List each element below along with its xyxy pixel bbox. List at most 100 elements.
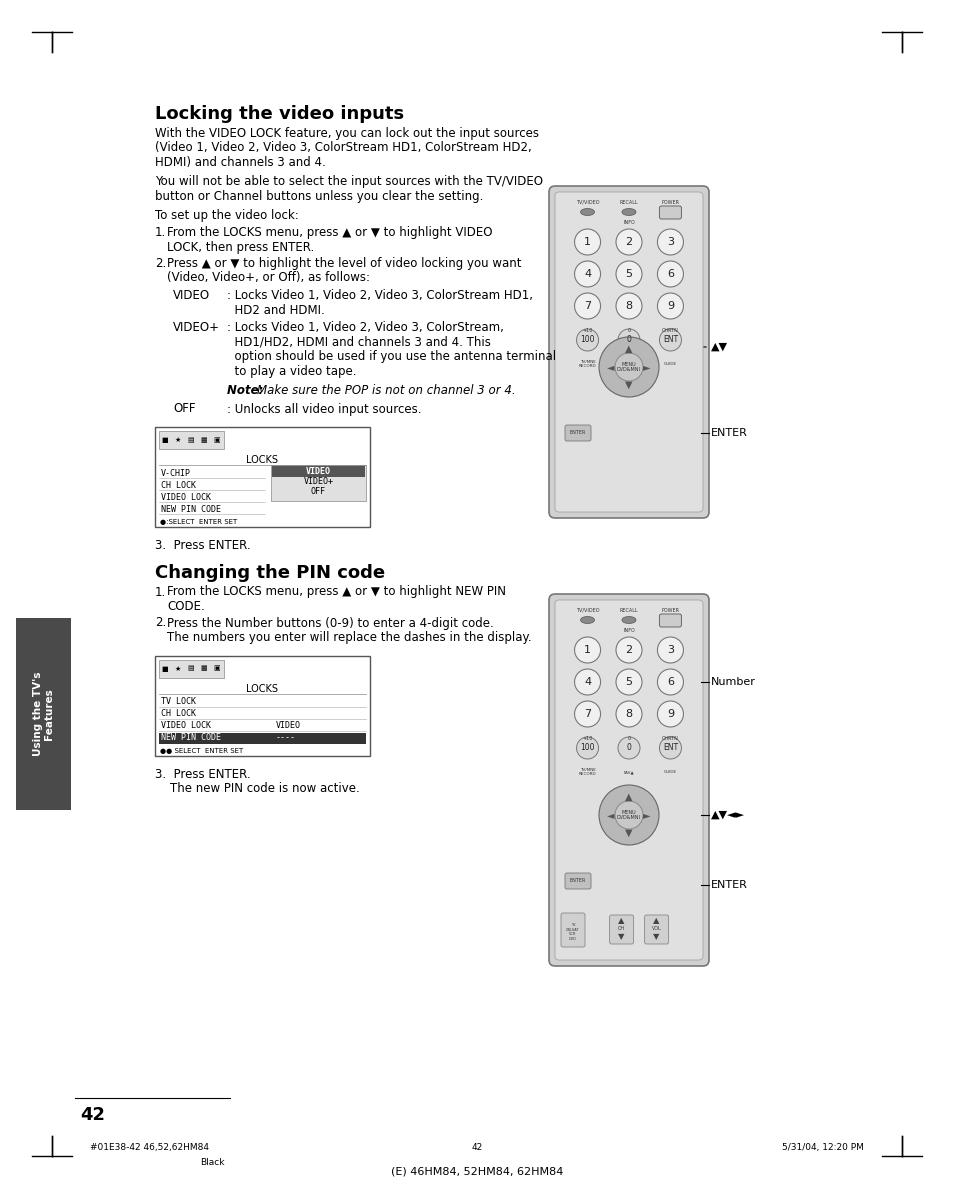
Text: ▲: ▲ (653, 916, 659, 925)
Ellipse shape (621, 209, 636, 215)
Text: 3: 3 (666, 645, 673, 655)
Text: #01E38-42 46,52,62HM84: #01E38-42 46,52,62HM84 (90, 1143, 209, 1152)
FancyBboxPatch shape (609, 915, 633, 944)
Text: 7: 7 (583, 301, 591, 311)
Circle shape (657, 701, 682, 727)
Bar (16, 618, 71, 810)
Text: TV/VIDEO: TV/VIDEO (576, 200, 598, 204)
Text: ▲: ▲ (618, 916, 624, 925)
Text: Using the TV's
Features: Using the TV's Features (32, 671, 54, 757)
Text: TV/MNE
RECORD: TV/MNE RECORD (578, 360, 596, 368)
Text: TV
CBLSAT
VCR
DVD: TV CBLSAT VCR DVD (566, 923, 579, 941)
Circle shape (659, 737, 680, 759)
Text: TV/VIDEO: TV/VIDEO (576, 607, 598, 613)
Circle shape (574, 293, 600, 320)
Text: VIDEO: VIDEO (275, 721, 300, 729)
Circle shape (574, 637, 600, 663)
Circle shape (574, 669, 600, 695)
Text: ▲▼◄►: ▲▼◄► (710, 810, 744, 820)
Text: 8: 8 (625, 709, 632, 719)
Text: ▲: ▲ (624, 345, 632, 354)
Text: 4: 4 (583, 268, 591, 279)
Text: OFF: OFF (311, 487, 326, 497)
Text: : Locks Video 1, Video 2, Video 3, ColorStream,: : Locks Video 1, Video 2, Video 3, Color… (227, 321, 503, 334)
Text: Note:: Note: (227, 384, 267, 397)
Text: CH LOCK: CH LOCK (161, 480, 195, 489)
Text: ◄: ◄ (607, 362, 614, 372)
Text: ●:SELECT  ENTER SET: ●:SELECT ENTER SET (160, 519, 237, 525)
Text: (E) 46HM84, 52HM84, 62HM84: (E) 46HM84, 52HM84, 62HM84 (391, 1165, 562, 1176)
Text: ●● SELECT  ENTER SET: ●● SELECT ENTER SET (160, 747, 243, 753)
Text: VIDEO+: VIDEO+ (303, 478, 333, 487)
Text: FAV▲: FAV▲ (623, 770, 634, 775)
Circle shape (598, 337, 659, 397)
Ellipse shape (580, 617, 594, 624)
Text: TV LOCK: TV LOCK (161, 697, 195, 706)
Text: 2: 2 (625, 645, 632, 655)
Text: ★: ★ (174, 437, 181, 443)
Text: From the LOCKS menu, press ▲ or ▼ to highlight VIDEO: From the LOCKS menu, press ▲ or ▼ to hig… (167, 226, 492, 239)
Text: ◄: ◄ (607, 810, 614, 820)
Text: 0: 0 (626, 744, 631, 752)
Circle shape (657, 637, 682, 663)
Circle shape (618, 737, 639, 759)
Bar (159, 431, 224, 449)
Text: POWER: POWER (660, 607, 679, 613)
Text: POWER: POWER (660, 200, 679, 204)
Text: ▣: ▣ (213, 437, 220, 443)
Text: VOL: VOL (651, 927, 660, 931)
Circle shape (616, 701, 641, 727)
Text: OFF: OFF (172, 403, 195, 416)
Text: ▲▼: ▲▼ (710, 342, 727, 352)
Text: ----: ---- (275, 733, 295, 742)
Text: Black: Black (200, 1158, 224, 1167)
Text: 3.  Press ENTER.: 3. Press ENTER. (154, 767, 251, 781)
Text: 8: 8 (625, 301, 632, 311)
Text: 4: 4 (583, 677, 591, 687)
Text: +10: +10 (581, 735, 592, 740)
Text: 5: 5 (625, 268, 632, 279)
Text: ▣: ▣ (213, 665, 220, 671)
Text: 2: 2 (625, 236, 632, 247)
Text: option should be used if you use the antenna terminal: option should be used if you use the ant… (227, 350, 556, 364)
Circle shape (615, 353, 642, 381)
Text: 0: 0 (627, 735, 630, 740)
Text: GUIDE: GUIDE (663, 770, 677, 775)
Text: ENTER: ENTER (569, 430, 585, 436)
Text: 2.: 2. (154, 257, 166, 270)
Text: 6: 6 (666, 677, 673, 687)
Text: 1: 1 (583, 645, 591, 655)
Text: LOCKS: LOCKS (246, 455, 278, 465)
Text: ENTER: ENTER (710, 880, 747, 890)
Text: 6: 6 (666, 268, 673, 279)
Text: ■: ■ (161, 665, 168, 671)
Circle shape (574, 701, 600, 727)
Text: ★: ★ (174, 665, 181, 671)
Text: 5: 5 (625, 677, 632, 687)
Bar (159, 733, 366, 744)
Text: FAV▲: FAV▲ (623, 362, 634, 366)
Text: Number: Number (710, 677, 755, 687)
Circle shape (598, 785, 659, 845)
Text: V-CHIP: V-CHIP (161, 468, 191, 478)
Circle shape (574, 261, 600, 287)
Text: GUIDE: GUIDE (663, 362, 677, 366)
Circle shape (576, 329, 598, 350)
Text: The new PIN code is now active.: The new PIN code is now active. (154, 782, 359, 795)
FancyBboxPatch shape (555, 192, 702, 512)
Text: CHRTN: CHRTN (661, 328, 679, 333)
Text: ►: ► (642, 362, 650, 372)
Text: button or Channel buttons unless you clear the setting.: button or Channel buttons unless you cle… (154, 190, 483, 203)
FancyBboxPatch shape (564, 425, 590, 441)
Text: (Video, Video+, or Off), as follows:: (Video, Video+, or Off), as follows: (167, 272, 370, 284)
Text: ▤: ▤ (188, 437, 194, 443)
Text: 9: 9 (666, 301, 674, 311)
FancyBboxPatch shape (560, 914, 584, 947)
FancyBboxPatch shape (644, 915, 668, 944)
Text: ▼: ▼ (618, 933, 624, 942)
Text: MENU
DVD&MNI: MENU DVD&MNI (617, 809, 640, 821)
FancyBboxPatch shape (564, 873, 590, 889)
Text: HD2 and HDMI.: HD2 and HDMI. (227, 303, 324, 316)
Text: VIDEO: VIDEO (172, 289, 210, 302)
Circle shape (616, 669, 641, 695)
